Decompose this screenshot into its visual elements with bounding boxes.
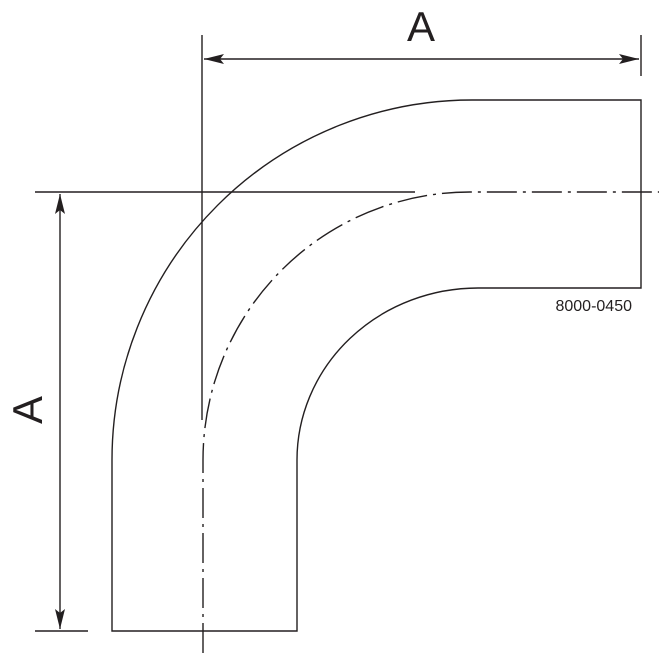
elbow-outline xyxy=(111,99,642,632)
centerline xyxy=(202,191,659,653)
horizontal-dimension-label: A xyxy=(407,3,435,50)
vertical-dimension-label: A xyxy=(4,396,51,424)
part-number: 8000-0450 xyxy=(555,298,632,315)
